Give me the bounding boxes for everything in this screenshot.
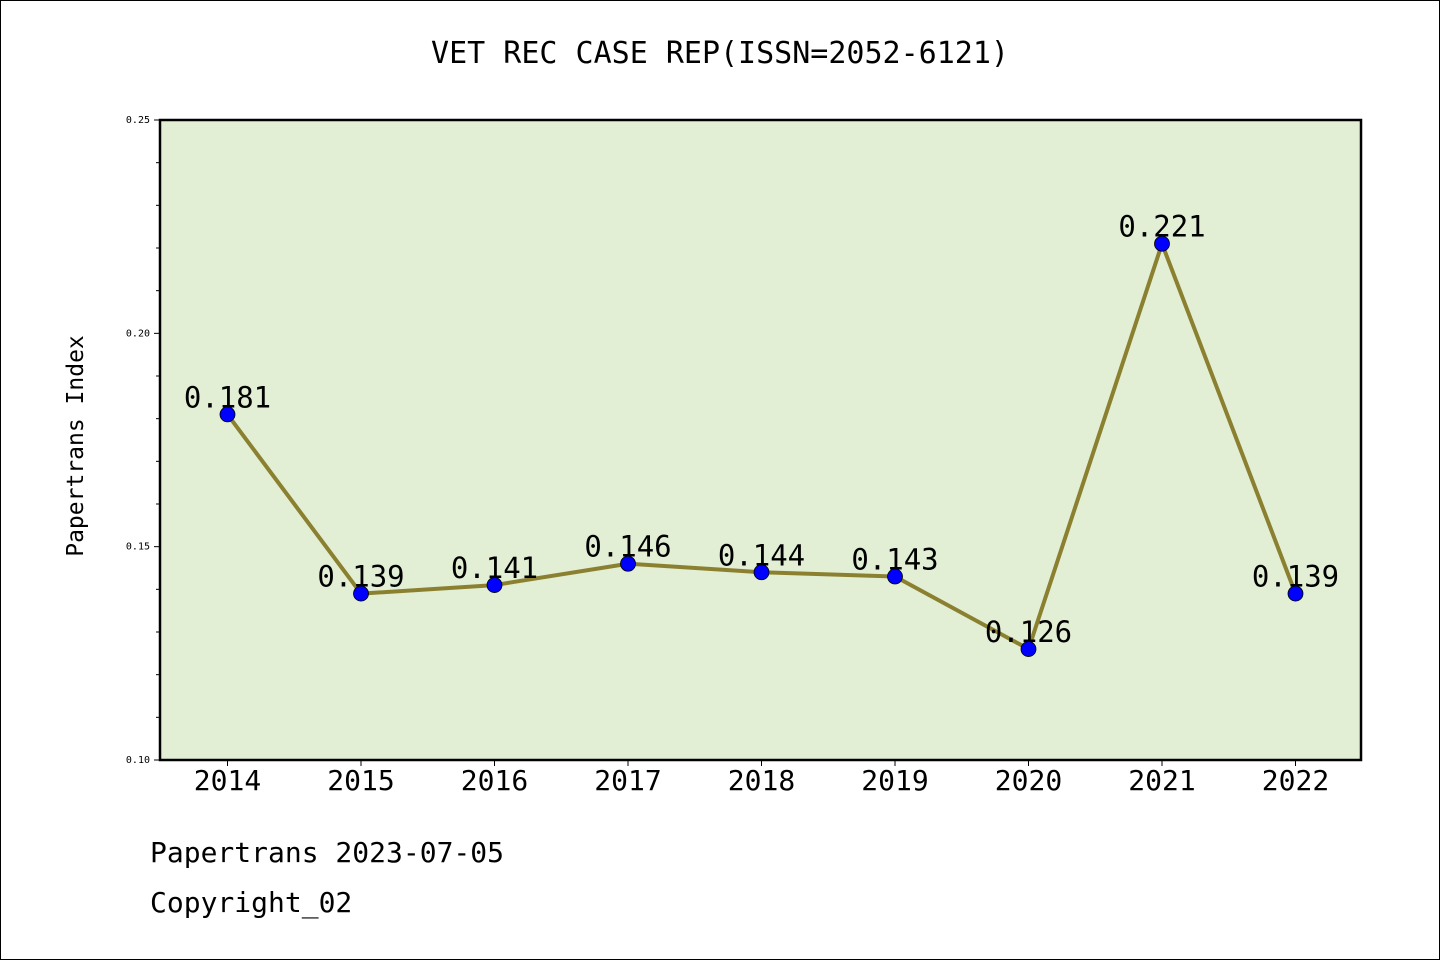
plot-area: [158, 118, 1363, 762]
x-tick-label: 2022: [1262, 764, 1329, 797]
y-tick-label: 0.20: [126, 328, 150, 339]
data-label: 0.143: [851, 543, 938, 577]
data-point: [486, 577, 503, 593]
data-point: [1020, 641, 1037, 657]
data-point: [753, 564, 770, 581]
x-tick-label: 2021: [1128, 764, 1195, 797]
footer-date: Papertrans 2023-07-05: [150, 836, 505, 869]
data-point: [620, 555, 636, 572]
x-tick-label: 2017: [594, 764, 661, 797]
data-point: [1154, 235, 1170, 252]
data-label: 0.141: [451, 551, 538, 585]
x-tick-label: 2020: [995, 764, 1062, 797]
x-tick-label: 2015: [327, 764, 394, 797]
x-tick-label: 2014: [194, 764, 261, 797]
data-label: 0.139: [1252, 560, 1339, 594]
data-label: 0.181: [184, 380, 271, 414]
x-tick-label: 2018: [728, 764, 795, 797]
chart-title: VET REC CASE REP(ISSN=2052-6121): [431, 36, 1009, 71]
data-label: 0.139: [317, 560, 404, 594]
y-tick-label: 0.10: [126, 755, 150, 766]
y-tick-label: 0.25: [126, 115, 150, 126]
data-label: 0.126: [985, 615, 1072, 649]
data-label: 0.144: [718, 538, 805, 572]
data-point: [887, 568, 903, 585]
data-point: [1287, 585, 1304, 602]
footer-copyright: Copyright_02: [150, 886, 353, 919]
data-label: 0.221: [1118, 210, 1205, 244]
data-point: [219, 406, 236, 423]
data-point: [353, 585, 369, 602]
x-tick-label: 2016: [461, 764, 528, 797]
data-label: 0.146: [584, 530, 671, 564]
y-tick-label: 0.15: [126, 542, 150, 553]
x-tick-label: 2019: [861, 764, 928, 797]
